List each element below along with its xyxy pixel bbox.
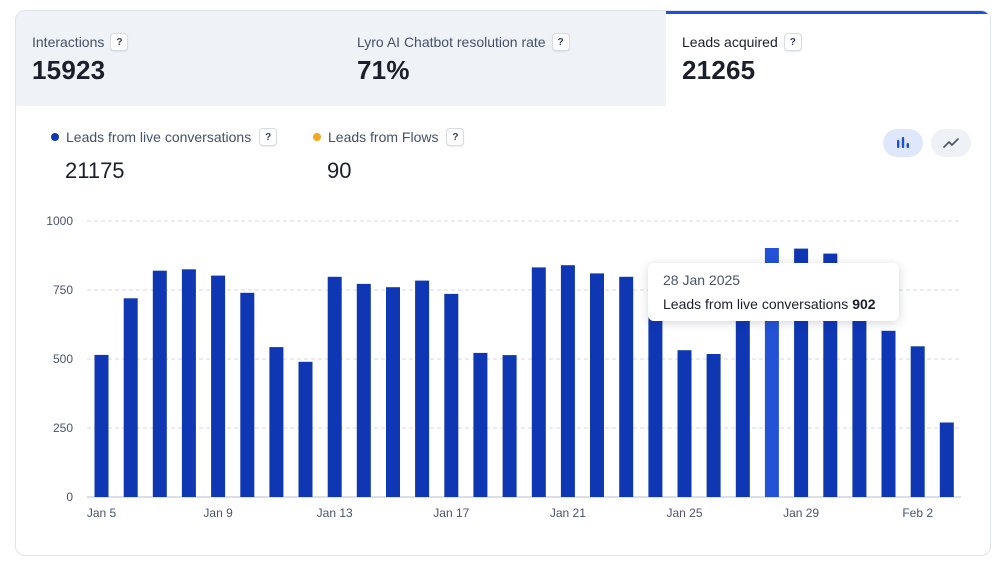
bar[interactable] bbox=[910, 346, 925, 497]
stat-value: 15923 bbox=[32, 55, 106, 85]
stat-label: Leads acquired ? bbox=[682, 33, 802, 51]
legend-label-text: Leads from Flows bbox=[328, 129, 439, 145]
bar[interactable] bbox=[123, 298, 138, 497]
tooltip-line: Leads from live conversations 902 bbox=[663, 296, 884, 312]
legend-dot bbox=[51, 133, 59, 141]
legend-label-text: Leads from live conversations bbox=[66, 129, 252, 145]
bar[interactable] bbox=[939, 422, 954, 498]
help-icon[interactable]: ? bbox=[551, 33, 570, 51]
tab-resolution-rate[interactable]: Lyro AI Chatbot resolution rate ? 71% bbox=[341, 11, 666, 106]
help-icon[interactable]: ? bbox=[446, 128, 465, 146]
legend-label: Leads from Flows ? bbox=[313, 128, 465, 146]
bar[interactable] bbox=[735, 279, 750, 497]
stat-label-text: Interactions bbox=[32, 34, 105, 50]
help-icon[interactable]: ? bbox=[110, 33, 129, 51]
y-tick-label: 500 bbox=[53, 352, 73, 366]
stat-value: 71% bbox=[357, 55, 410, 85]
y-tick-label: 1000 bbox=[46, 214, 73, 228]
bar[interactable] bbox=[327, 276, 342, 497]
tab-interactions[interactable]: Interactions ? 15923 bbox=[16, 11, 341, 106]
x-tick-label: Feb 2 bbox=[902, 506, 933, 520]
x-tick-label: Jan 21 bbox=[550, 506, 586, 520]
bar[interactable] bbox=[619, 276, 634, 497]
bar[interactable] bbox=[152, 270, 167, 497]
legend-item-flows: Leads from Flows ? 90 bbox=[313, 128, 465, 184]
bar[interactable] bbox=[502, 355, 517, 497]
bar-chart-toggle-button[interactable] bbox=[883, 129, 923, 157]
x-tick-label: Jan 29 bbox=[783, 506, 819, 520]
stat-value: 21265 bbox=[682, 55, 756, 85]
tooltip-value: 902 bbox=[852, 296, 876, 312]
x-tick-label: Jan 13 bbox=[317, 506, 353, 520]
legend-item-live-conversations: Leads from live conversations ? 21175 bbox=[51, 128, 278, 184]
stat-label-text: Leads acquired bbox=[682, 34, 778, 50]
y-tick-label: 250 bbox=[53, 421, 73, 435]
legend-label: Leads from live conversations ? bbox=[51, 128, 278, 146]
help-icon[interactable]: ? bbox=[783, 33, 802, 51]
legend-dot bbox=[313, 133, 321, 141]
bar[interactable] bbox=[473, 352, 488, 497]
leads-card: Interactions ? 15923 Lyro AI Chatbot res… bbox=[15, 10, 991, 556]
bar[interactable] bbox=[560, 265, 575, 497]
x-tick-label: Jan 9 bbox=[203, 506, 233, 520]
bar[interactable] bbox=[386, 287, 400, 497]
bar[interactable] bbox=[648, 292, 663, 497]
bar[interactable] bbox=[444, 293, 459, 497]
bar[interactable] bbox=[298, 361, 313, 497]
stat-label: Lyro AI Chatbot resolution rate ? bbox=[357, 33, 570, 51]
bar[interactable] bbox=[181, 269, 196, 497]
bar[interactable] bbox=[356, 283, 371, 497]
bar[interactable] bbox=[881, 330, 896, 497]
chart-tooltip: 28 Jan 2025 Leads from live conversation… bbox=[648, 263, 899, 321]
bar[interactable] bbox=[94, 354, 109, 497]
x-tick-label: Jan 25 bbox=[666, 506, 702, 520]
bar[interactable] bbox=[852, 284, 867, 498]
x-tick-label: Jan 5 bbox=[87, 506, 117, 520]
legend-value: 21175 bbox=[65, 158, 125, 183]
bar[interactable] bbox=[677, 350, 692, 497]
line-chart-toggle-button[interactable] bbox=[931, 129, 971, 157]
bar-chart: 0 250 500 750 1000 Jan 5 Jan 9 Jan 13 Jan 17 Jan … bbox=[46, 214, 961, 520]
bar[interactable] bbox=[211, 275, 226, 497]
legend-value: 90 bbox=[327, 158, 352, 183]
bar[interactable] bbox=[706, 354, 721, 497]
help-icon[interactable]: ? bbox=[259, 128, 278, 146]
bar-chart-icon bbox=[897, 137, 909, 148]
bar[interactable] bbox=[590, 273, 604, 497]
stat-label: Interactions ? bbox=[32, 33, 129, 51]
bar[interactable] bbox=[531, 267, 546, 497]
bar[interactable] bbox=[269, 347, 284, 497]
tooltip-date: 28 Jan 2025 bbox=[663, 272, 741, 288]
y-tick-label: 750 bbox=[53, 283, 73, 297]
stat-label-text: Lyro AI Chatbot resolution rate bbox=[357, 34, 546, 50]
bar[interactable] bbox=[415, 280, 430, 497]
y-tick-label: 0 bbox=[66, 490, 73, 504]
x-tick-label: Jan 17 bbox=[433, 506, 469, 520]
tooltip-series: Leads from live conversations bbox=[663, 296, 849, 312]
tab-leads-acquired[interactable]: Leads acquired ? 21265 bbox=[666, 11, 990, 106]
bar[interactable] bbox=[240, 292, 255, 497]
line-chart-icon bbox=[943, 138, 959, 148]
